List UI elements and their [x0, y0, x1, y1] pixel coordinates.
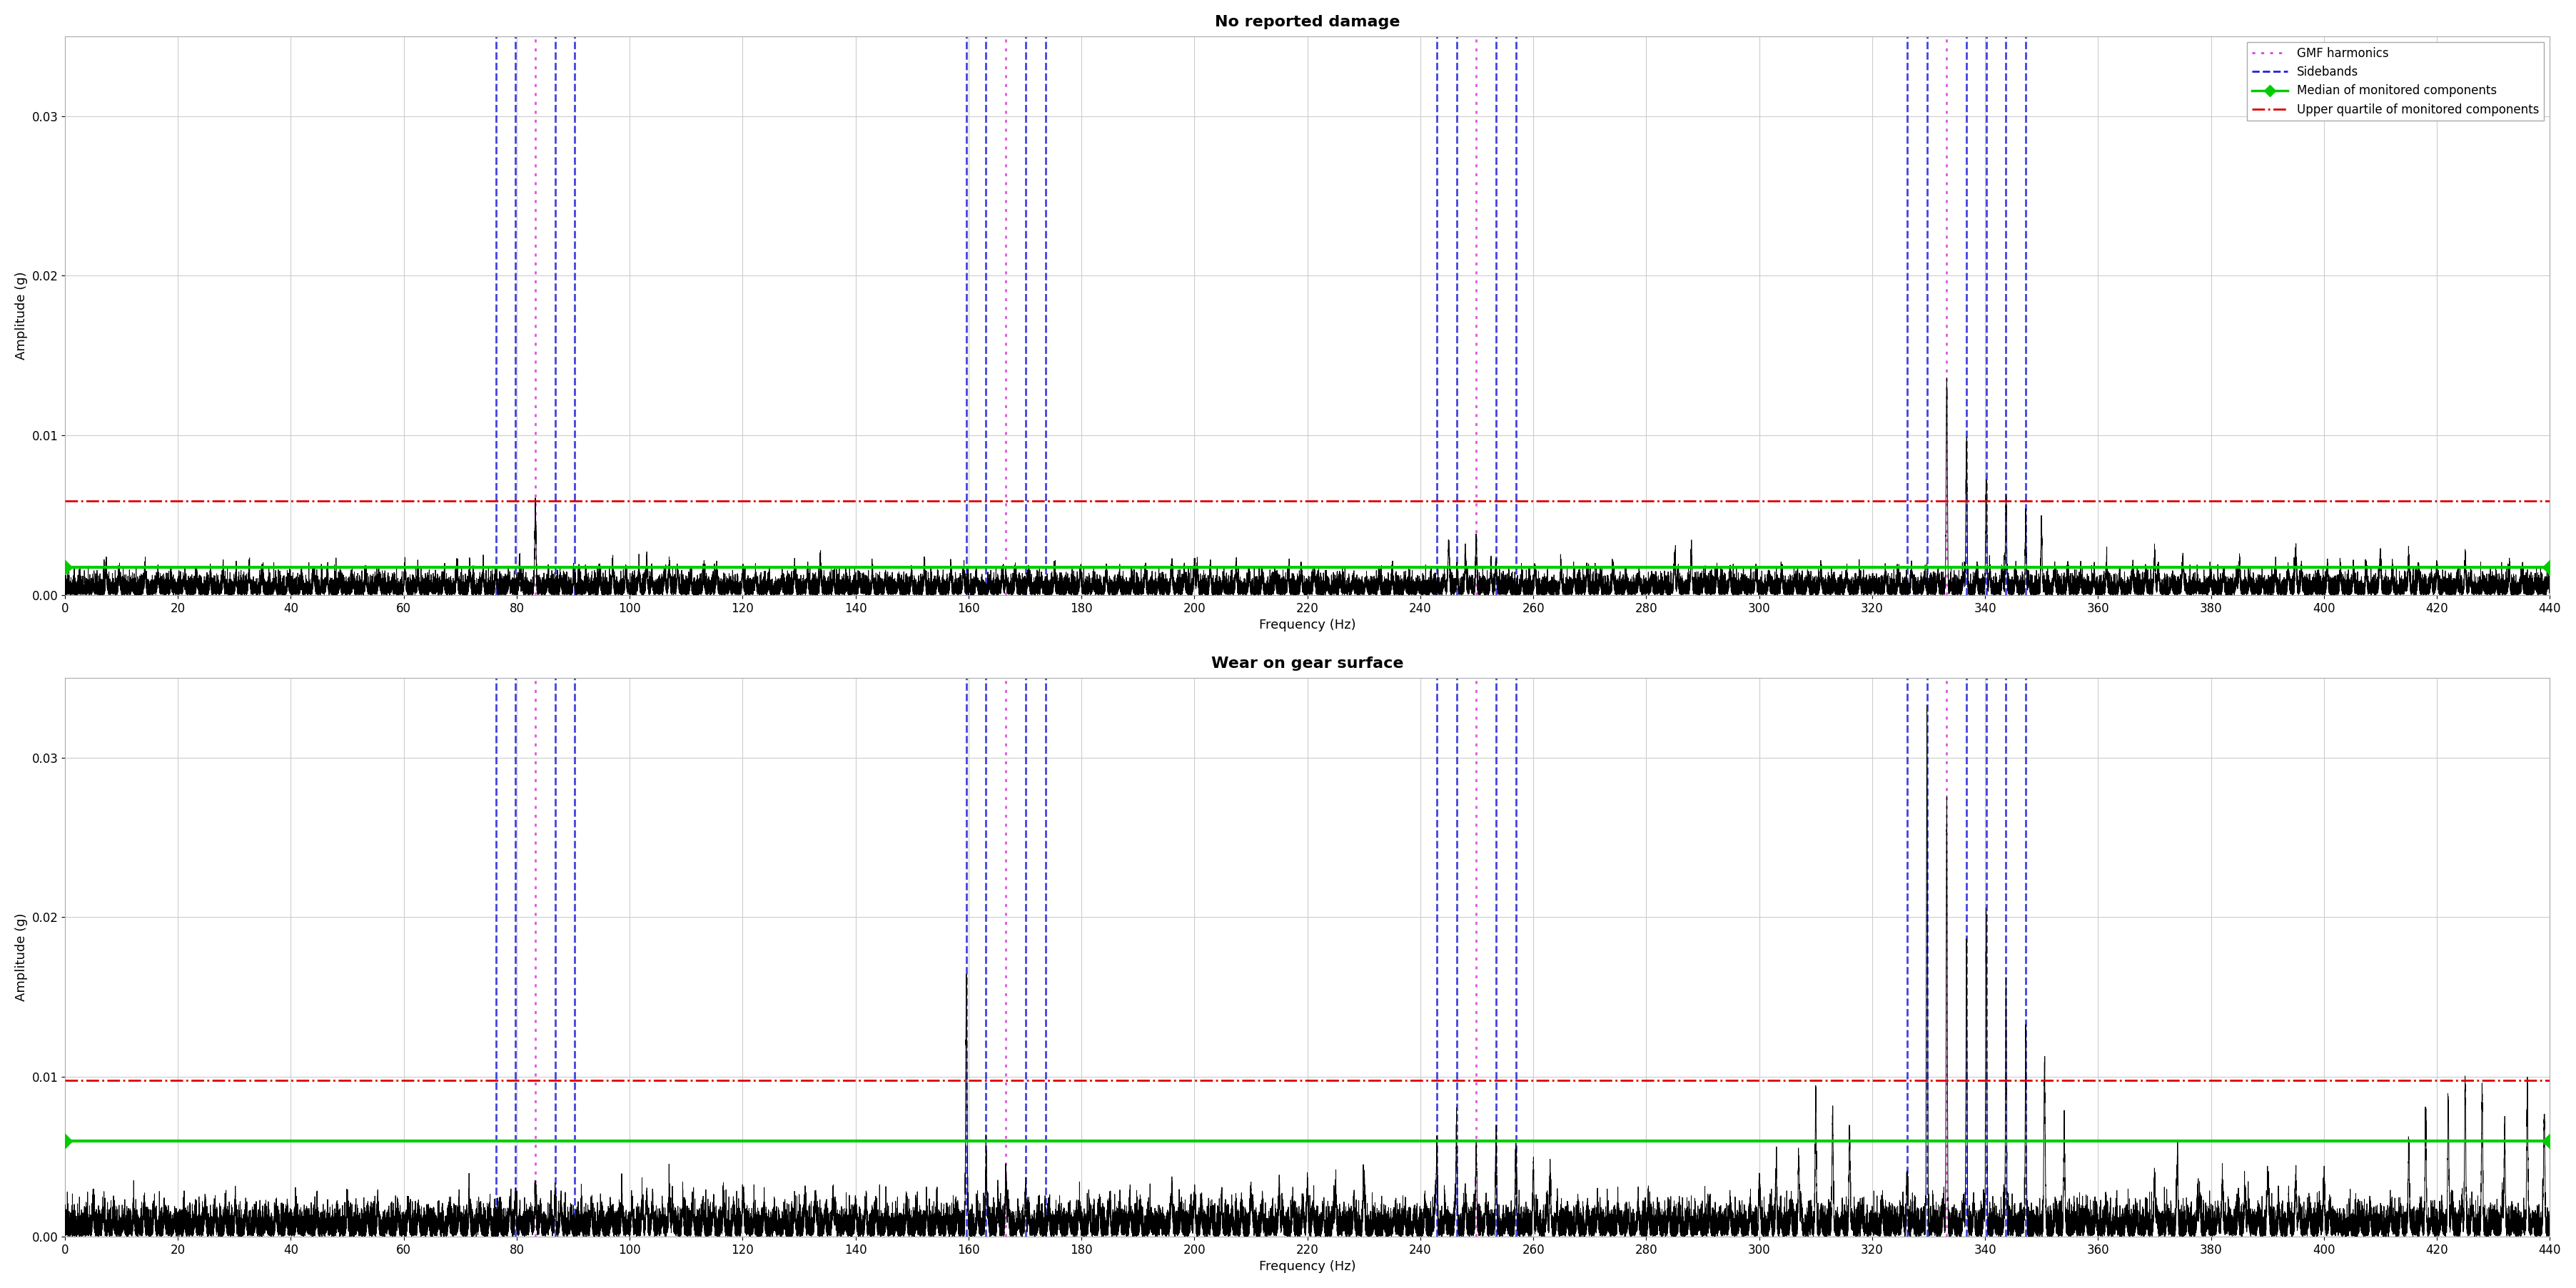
Legend: GMF harmonics, Sidebands, Median of monitored components, Upper quartile of moni: GMF harmonics, Sidebands, Median of moni… — [2246, 43, 2545, 121]
Y-axis label: Amplitude (g): Amplitude (g) — [15, 272, 28, 359]
Title: No reported damage: No reported damage — [1216, 15, 1399, 30]
Title: Wear on gear surface: Wear on gear surface — [1211, 657, 1404, 671]
X-axis label: Frequency (Hz): Frequency (Hz) — [1260, 1260, 1355, 1273]
Y-axis label: Amplitude (g): Amplitude (g) — [15, 913, 28, 1001]
X-axis label: Frequency (Hz): Frequency (Hz) — [1260, 618, 1355, 631]
